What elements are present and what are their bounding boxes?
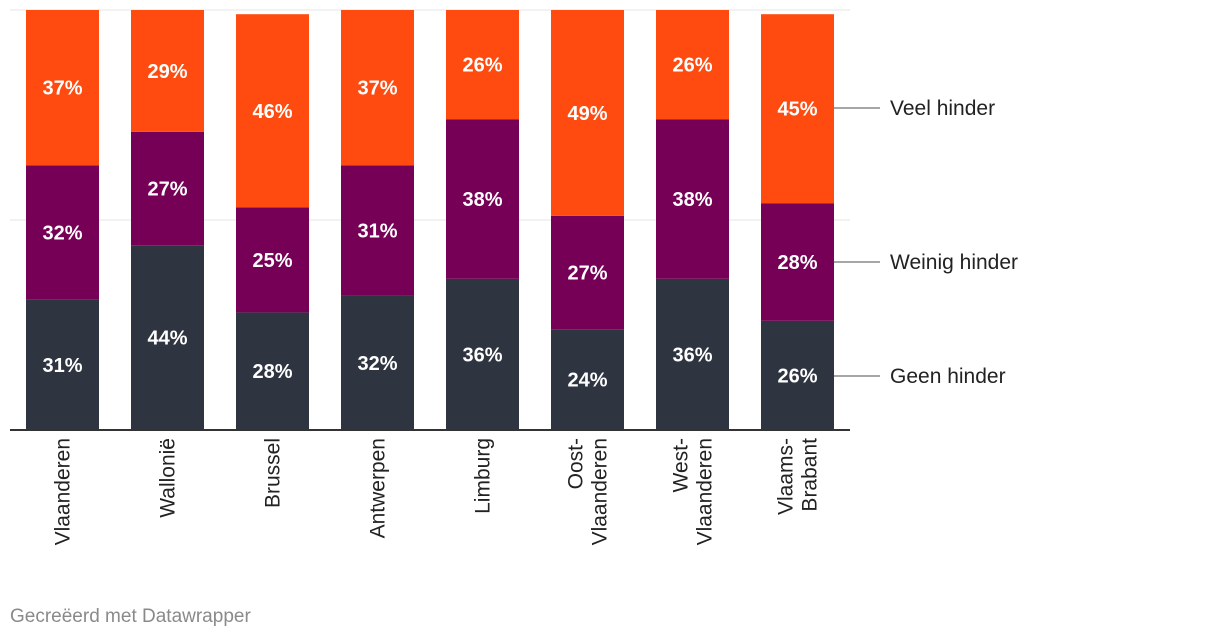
bar-geen-hinder [236,312,309,430]
x-tick-label: Oost- Vlaanderen [565,438,612,545]
bar-veel-hinder [131,10,204,132]
x-tick-text: Oost- [565,438,588,489]
legend-label: Weinig hinder [890,251,1018,274]
bar-geen-hinder [551,329,624,430]
bar-veel-hinder [551,10,624,216]
data-label: 49% [567,103,607,125]
x-tick-text: Brussel [262,438,285,508]
data-label: 26% [462,55,502,77]
data-label: 31% [42,355,82,377]
bar-geen-hinder [26,299,99,430]
x-tick-text: Vlaams- [775,438,798,515]
x-tick-label: Antwerpen [367,438,390,538]
x-tick-text: Vlaanderen [589,438,612,545]
bars [26,10,834,430]
x-tick-text: Vlaanderen [694,438,717,545]
x-tick-label: Vlaams- Brabant [775,438,822,515]
data-labels: 31% 32% 37% 44% 27% 29% 28% 25% 46% 32% 31% 37% 36% 3… [42,55,817,392]
data-label: 37% [42,78,82,100]
bar-veel-hinder [26,10,99,166]
bar-veel-hinder [656,10,729,120]
data-label: 44% [147,328,187,350]
x-tick-text: Vlaanderen [52,438,75,545]
legend-label: Geen hinder [890,365,1006,388]
data-label: 26% [672,55,712,77]
x-tick-text: Brabant [799,438,822,512]
legend-label: Veel hinder [890,97,995,120]
data-label: 27% [147,179,187,201]
bar-weinig-hinder [341,165,414,296]
bar-weinig-hinder [656,119,729,279]
data-label: 27% [567,263,607,285]
x-tick-text: Antwerpen [367,438,390,538]
bar-veel-hinder [341,10,414,166]
data-label: 28% [777,252,817,274]
data-label: 24% [567,370,607,392]
data-label: 38% [672,189,712,211]
x-tick-label: Wallonië [157,438,180,518]
stacked-bar-chart: 31% 32% 37% 44% 27% 29% 28% 25% 46% 32% 31% 37% 36% 3… [10,9,1018,545]
data-label: 32% [357,353,397,375]
bar-geen-hinder [341,295,414,430]
data-label: 29% [147,61,187,83]
bar-weinig-hinder [131,131,204,246]
data-label: 38% [462,189,502,211]
bar-weinig-hinder [236,207,309,313]
data-label: 36% [672,344,712,366]
bar-geen-hinder [656,278,729,430]
bar-veel-hinder [446,10,519,120]
x-tick-label: Brussel [262,438,285,508]
data-label: 28% [252,361,292,383]
bar-weinig-hinder [551,215,624,330]
bar-weinig-hinder [26,165,99,300]
data-label: 36% [462,344,502,366]
data-label: 25% [252,250,292,272]
x-tick-label: Limburg [472,438,495,514]
x-tick-text: West- [670,438,693,492]
bar-veel-hinder [236,14,309,208]
data-label: 46% [252,101,292,123]
bar-geen-hinder [131,245,204,430]
data-label: 37% [357,78,397,100]
x-tick-text: Limburg [472,438,495,514]
x-tick-label: Vlaanderen [52,438,75,545]
x-axis: Vlaanderen Wallonië Brussel Antwerpen Limbur… [10,429,850,545]
bar-veel-hinder [761,14,834,204]
legend: Geen hinder Weinig hinder Veel hinder [834,97,1018,388]
bar-weinig-hinder [446,119,519,279]
data-label: 31% [357,221,397,243]
bar-weinig-hinder [761,203,834,321]
data-label: 26% [777,365,817,387]
x-tick-label: West- Vlaanderen [670,438,717,545]
x-tick-text: Wallonië [157,438,180,518]
bar-geen-hinder [761,320,834,430]
credit-text: Gecreëerd met Datawrapper [10,606,251,627]
data-label: 45% [777,99,817,121]
bar-geen-hinder [446,278,519,430]
data-label: 32% [42,223,82,245]
